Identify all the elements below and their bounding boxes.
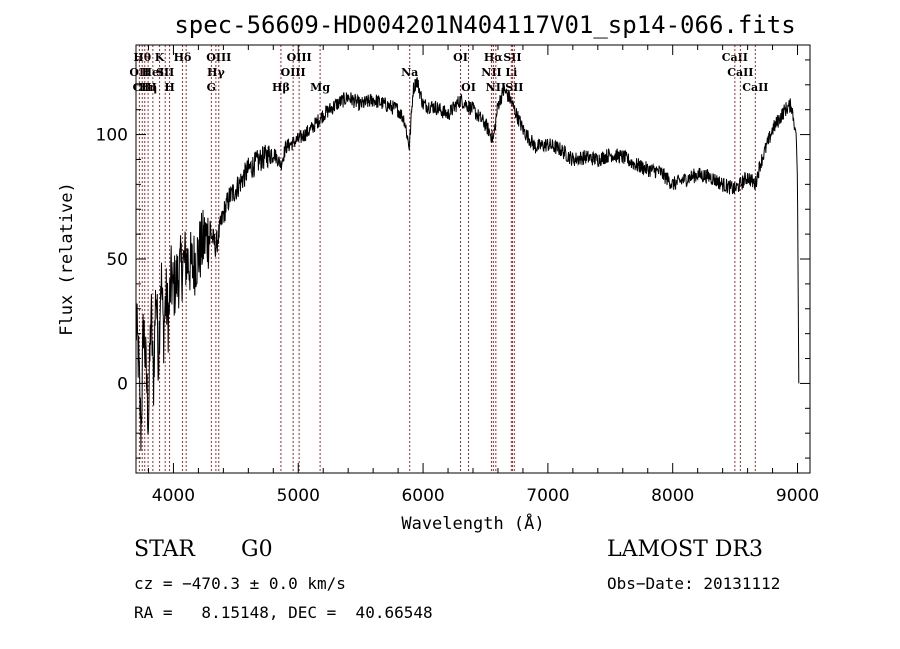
line-label-5: K (155, 51, 165, 64)
x-axis-label: Wavelength (Å) (401, 512, 544, 534)
line-label-10: G (207, 81, 216, 94)
line-label-17: Na (401, 66, 418, 79)
coordinates: RA = 8.15148, DEC = 40.66548 (134, 603, 433, 622)
line-label-11: Hγ (207, 66, 225, 79)
line-label-28: CaII (742, 81, 768, 94)
y-tick-label: 0 (117, 374, 128, 394)
line-label-4: HeI (142, 66, 165, 79)
y-axis-label: Flux (relative) (57, 182, 77, 336)
line-label-12: OIII (206, 51, 231, 64)
line-label-14: OIII (281, 66, 306, 79)
redshift-text: cz = −470.3 ± 0.0 km/s (134, 574, 346, 593)
line-label-7: H (164, 81, 174, 94)
line-label-16: Mg (310, 81, 330, 94)
line-label-18: OI (453, 51, 468, 64)
object-class: STAR (134, 537, 195, 562)
x-tick-label: 8000 (651, 486, 694, 506)
line-label-1: Hθ (133, 51, 151, 64)
x-tick-label: 6000 (401, 486, 444, 506)
line-label-2: CIII (133, 81, 157, 94)
x-tick-label: 9000 (776, 486, 819, 506)
line-label-20: NII (481, 66, 501, 79)
x-tick-label: 5000 (277, 486, 320, 506)
survey-name: LAMOST DR3 (607, 537, 763, 562)
line-label-23: Li (505, 66, 517, 79)
obs-date: Obs−Date: 20131112 (607, 574, 781, 593)
line-label-21: Hα (484, 51, 503, 64)
line-label-26: CaII (722, 51, 748, 64)
line-label-6: SII (156, 66, 174, 79)
y-tick-label: 100 (96, 126, 128, 146)
line-label-3: Hη (139, 81, 157, 94)
line-label-19: OI (461, 81, 476, 94)
x-tick-label: 4000 (152, 486, 195, 506)
line-label-8: Hδ (174, 51, 192, 64)
line-label-27: CaII (727, 66, 753, 79)
line-label-15: OIII (287, 51, 312, 64)
line-label-22: NII (486, 81, 506, 94)
x-tick-label: 7000 (526, 486, 569, 506)
object-subclass: G0 (241, 537, 273, 562)
line-label-25: SII (505, 81, 523, 94)
plot-frame (135, 44, 811, 474)
spectrum-line (135, 77, 800, 451)
chart-title: spec-56609-HD004201N404117V01_sp14-066.f… (174, 11, 795, 39)
y-tick-label: 50 (106, 250, 128, 270)
line-label-24: SII (503, 51, 521, 64)
line-label-13: Hβ (272, 81, 290, 94)
